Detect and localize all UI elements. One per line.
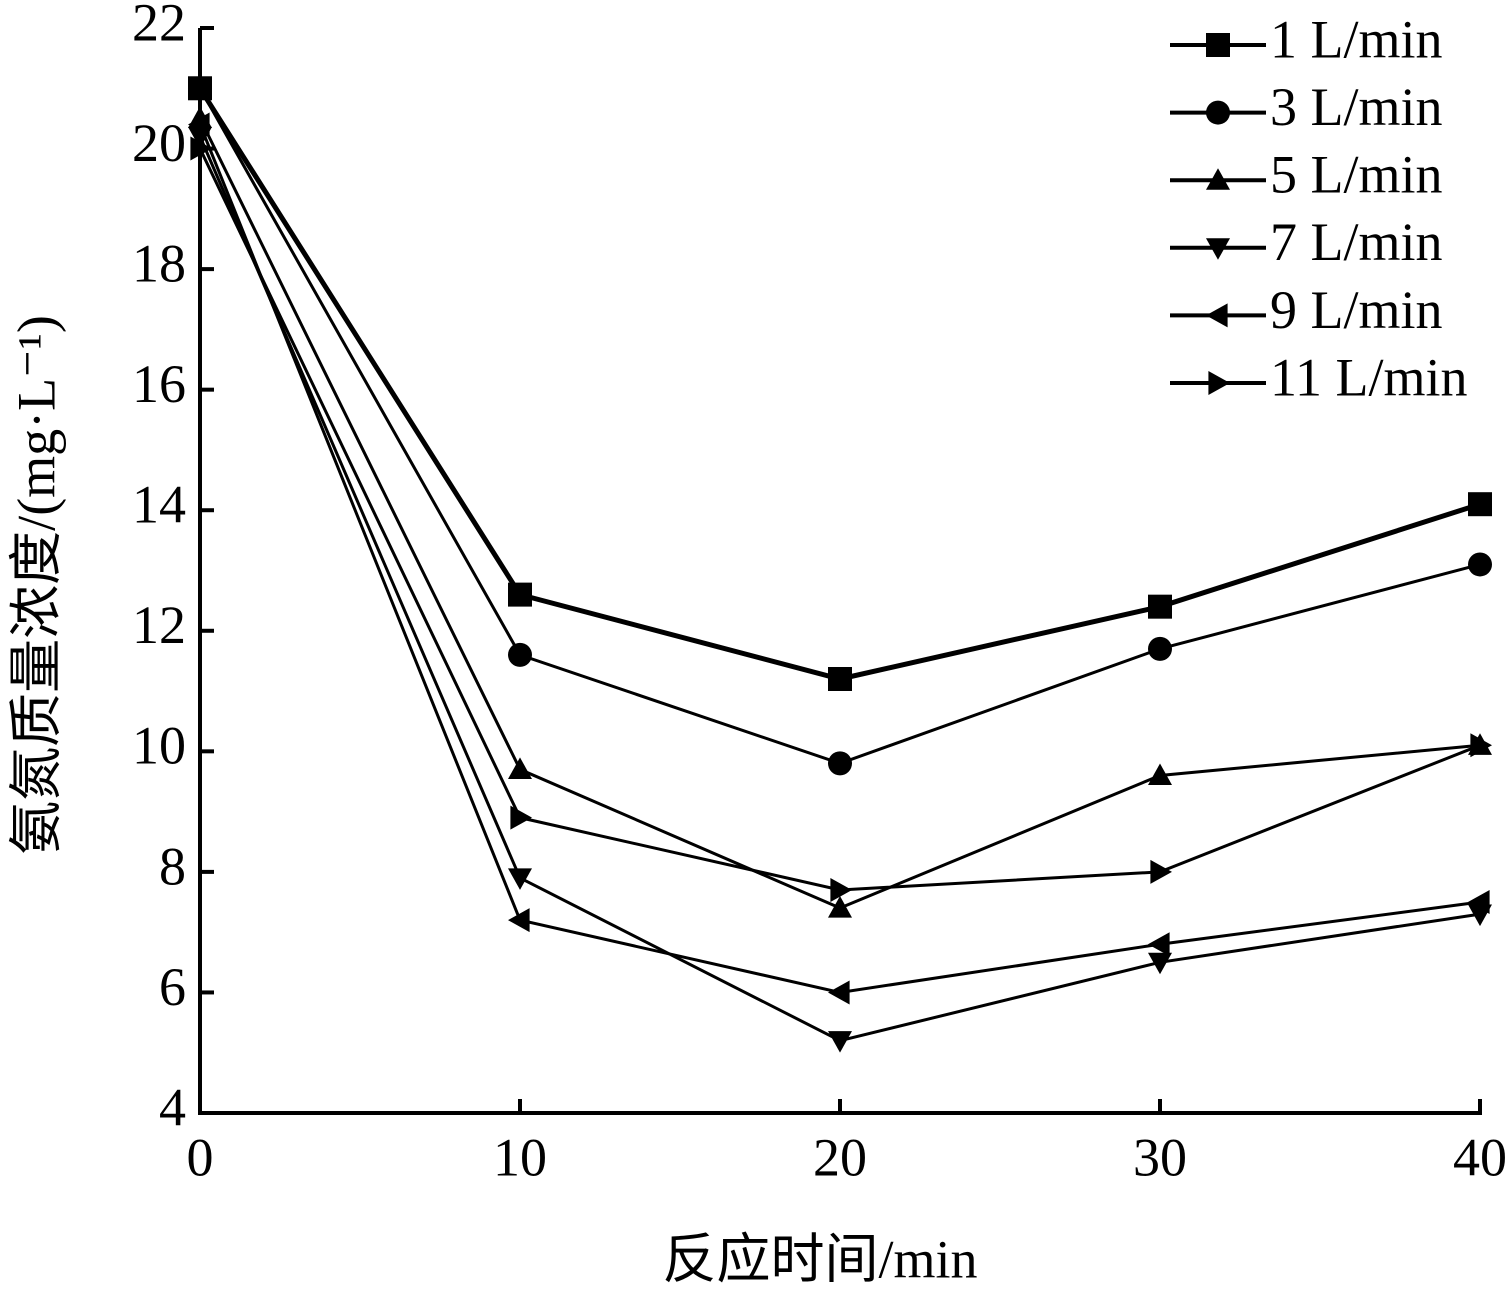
marker xyxy=(1206,100,1230,125)
legend-label: 9 L/min xyxy=(1270,280,1443,340)
x-tick-label: 40 xyxy=(1453,1127,1507,1187)
marker xyxy=(1206,303,1228,328)
legend-label: 3 L/min xyxy=(1270,77,1443,137)
marker xyxy=(188,76,212,101)
x-tick-label: 10 xyxy=(493,1127,547,1187)
y-tick-label: 6 xyxy=(159,957,186,1017)
marker xyxy=(1468,890,1490,915)
marker xyxy=(510,805,532,830)
marker xyxy=(508,757,532,780)
marker xyxy=(828,667,852,691)
marker xyxy=(828,980,850,1005)
marker xyxy=(828,751,852,776)
marker xyxy=(190,136,212,161)
x-tick-label: 0 xyxy=(187,1127,214,1187)
marker xyxy=(508,582,532,607)
y-tick-label: 12 xyxy=(132,595,186,655)
marker xyxy=(1208,371,1230,395)
legend-label: 1 L/min xyxy=(1270,9,1443,69)
marker xyxy=(1206,33,1230,57)
marker xyxy=(1148,594,1172,619)
y-tick-label: 4 xyxy=(159,1077,186,1137)
y-tick-label: 8 xyxy=(159,836,186,896)
marker xyxy=(828,896,852,918)
marker xyxy=(830,877,852,902)
marker xyxy=(1148,636,1172,661)
y-axis-label: 氨氮质量浓度/(mg·L⁻¹) xyxy=(6,315,66,855)
marker xyxy=(508,642,532,667)
y-tick-label: 16 xyxy=(132,354,186,414)
marker xyxy=(188,112,210,137)
marker xyxy=(1468,552,1492,577)
marker xyxy=(828,1031,852,1053)
marker xyxy=(1148,763,1172,786)
x-tick-label: 30 xyxy=(1133,1127,1187,1187)
marker xyxy=(508,868,532,890)
marker xyxy=(508,908,530,933)
y-tick-label: 14 xyxy=(132,475,186,535)
x-axis-label: 反应时间/min xyxy=(662,1229,977,1289)
marker xyxy=(1206,168,1230,190)
marker xyxy=(1148,932,1170,957)
legend-label: 11 L/min xyxy=(1270,347,1468,407)
marker xyxy=(1470,733,1492,758)
y-tick-label: 22 xyxy=(132,0,186,52)
legend-label: 5 L/min xyxy=(1270,145,1443,205)
y-tick-label: 18 xyxy=(132,234,186,294)
marker xyxy=(1148,952,1172,975)
marker xyxy=(1468,492,1492,517)
y-tick-label: 20 xyxy=(132,113,186,173)
x-tick-label: 20 xyxy=(813,1127,867,1187)
y-tick-label: 10 xyxy=(132,716,186,776)
marker xyxy=(1206,238,1230,260)
legend-label: 7 L/min xyxy=(1270,212,1443,272)
marker xyxy=(1150,859,1172,884)
